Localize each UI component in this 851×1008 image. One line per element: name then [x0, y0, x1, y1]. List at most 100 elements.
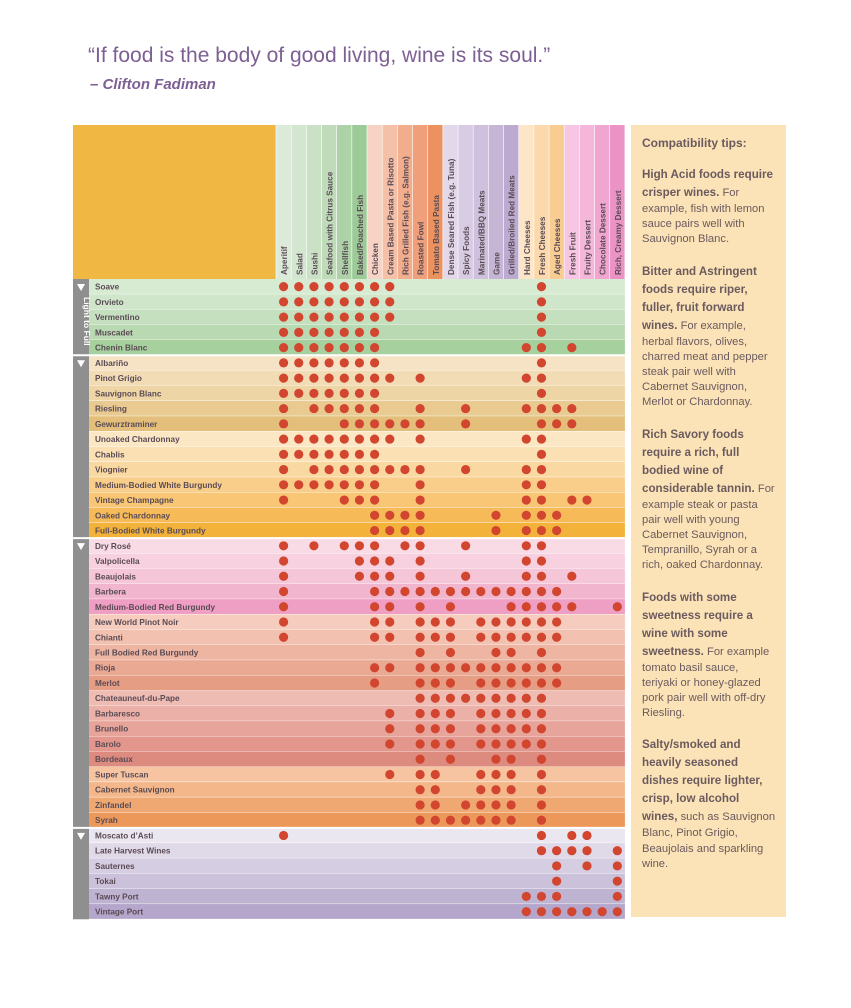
collapse-triangle-icon: [77, 543, 85, 551]
pairing-dot: [309, 297, 319, 307]
column-header-label: Fruity Dessert: [583, 220, 592, 275]
pairing-dot: [385, 464, 395, 475]
wine-row-bg: [89, 705, 625, 722]
pairing-dot: [370, 525, 380, 536]
pairing-dot: [324, 297, 334, 307]
pairing-dot: [506, 708, 516, 719]
pairing-dot: [324, 449, 334, 459]
column-header-bg: [351, 125, 368, 279]
pairing-dot: [370, 327, 380, 337]
column-header-label: Rich, Creamy Dessert: [614, 190, 623, 275]
pairing-dot: [476, 785, 486, 795]
pairing-dot: [552, 617, 562, 627]
column-header-label: Shellfish: [341, 241, 350, 275]
column-header-label: Chocolate Dessert: [599, 203, 608, 275]
column-header-bg: [503, 125, 519, 279]
pairing-dot: [370, 678, 380, 688]
pairing-dot: [445, 693, 456, 703]
pairing-dot: [278, 388, 289, 398]
pairing-dot: [430, 663, 440, 673]
pairing-dot: [278, 602, 289, 612]
pairing-dot: [385, 632, 395, 642]
pairing-dot: [476, 663, 486, 673]
pairing-dot: [370, 571, 380, 581]
pairing-dot: [536, 708, 547, 719]
pairing-dot: [536, 388, 547, 398]
column-header-bg: [609, 125, 625, 279]
pairing-dot: [612, 907, 622, 917]
pairing-dot: [324, 312, 334, 322]
pairing-dot: [567, 830, 577, 841]
pairing-dot: [536, 602, 547, 612]
pairing-dot: [536, 495, 547, 505]
pairing-dot: [461, 403, 471, 414]
pairing-dot: [491, 754, 501, 764]
pairing-dot: [476, 739, 486, 749]
pairing-dot: [521, 541, 531, 551]
column-header-label: Game: [492, 252, 501, 275]
column-header-label: Roasted Fowl: [417, 222, 426, 275]
pairing-dot: [309, 449, 319, 459]
pairing-dot: [536, 434, 547, 444]
wine-label: Sauvignon Blanc: [95, 389, 162, 398]
pairing-dot: [491, 632, 501, 642]
pairing-dot: [506, 739, 516, 749]
pairing-dot: [415, 678, 425, 688]
pairing-dot: [339, 358, 349, 368]
pairing-dot: [385, 708, 395, 719]
pairing-dot: [324, 403, 334, 414]
wine-row-bg: [89, 858, 625, 874]
pairing-dot: [400, 586, 410, 597]
pairing-dot: [400, 419, 410, 429]
pairing-dot: [339, 464, 349, 475]
wine-label: Super Tuscan: [95, 770, 149, 779]
column-header-label: Salad: [295, 253, 304, 275]
pairing-dot: [536, 647, 547, 658]
pairing-dot: [612, 846, 622, 856]
pairing-dot: [582, 907, 592, 917]
collapse-triangle-icon: [77, 832, 85, 840]
pairing-dot: [294, 327, 304, 337]
pairing-dot: [385, 769, 395, 780]
pairing-dot: [552, 846, 562, 856]
wine-row-bg: [89, 690, 625, 706]
column-header-bg: [336, 125, 352, 279]
header-block: [73, 125, 276, 279]
wine-label: Barbaresco: [95, 709, 140, 718]
wine-label: Chenin Blanc: [95, 344, 148, 353]
pairing-dot: [354, 464, 365, 475]
wine-row-bg: [89, 827, 625, 844]
pairing-dot: [567, 846, 577, 856]
column-header-label: Seafood with Citrus Sauce: [326, 171, 335, 275]
pairing-dot: [324, 327, 334, 337]
pairing-dot: [582, 495, 592, 505]
pairing-dot: [552, 678, 562, 688]
pairing-dot: [339, 373, 349, 383]
pairing-dot: [339, 419, 349, 429]
pairing-dot: [415, 495, 425, 505]
pairing-dot: [536, 556, 547, 566]
pairing-dot: [309, 327, 319, 337]
pairing-dot: [521, 891, 531, 902]
pairing-dot: [385, 525, 395, 536]
pairing-dot: [324, 480, 334, 490]
pairing-dot: [354, 282, 365, 292]
pairing-dot: [491, 663, 501, 673]
pairing-dot: [278, 327, 289, 337]
tip-body: For example tomato basil sauce, teriyaki…: [642, 645, 770, 720]
pairing-dot: [582, 830, 592, 841]
pairing-dot: [354, 419, 365, 429]
pairing-dot: [461, 464, 471, 475]
pairing-dot: [445, 663, 456, 673]
pairing-dot: [415, 403, 425, 414]
wine-label: Cabernet Sauvignon: [95, 786, 175, 795]
tip-heading: Bitter and Astringent foods require ripe…: [642, 264, 757, 332]
pairing-dot: [400, 464, 410, 475]
pairing-dot: [536, 419, 547, 429]
pairing-dot: [370, 343, 380, 353]
pairing-dot: [536, 403, 547, 414]
pairing-dot: [324, 434, 334, 444]
pairing-dot: [536, 327, 547, 337]
column-header-label: Tomato Based Pasta: [432, 195, 441, 275]
pairing-dot: [476, 693, 486, 703]
